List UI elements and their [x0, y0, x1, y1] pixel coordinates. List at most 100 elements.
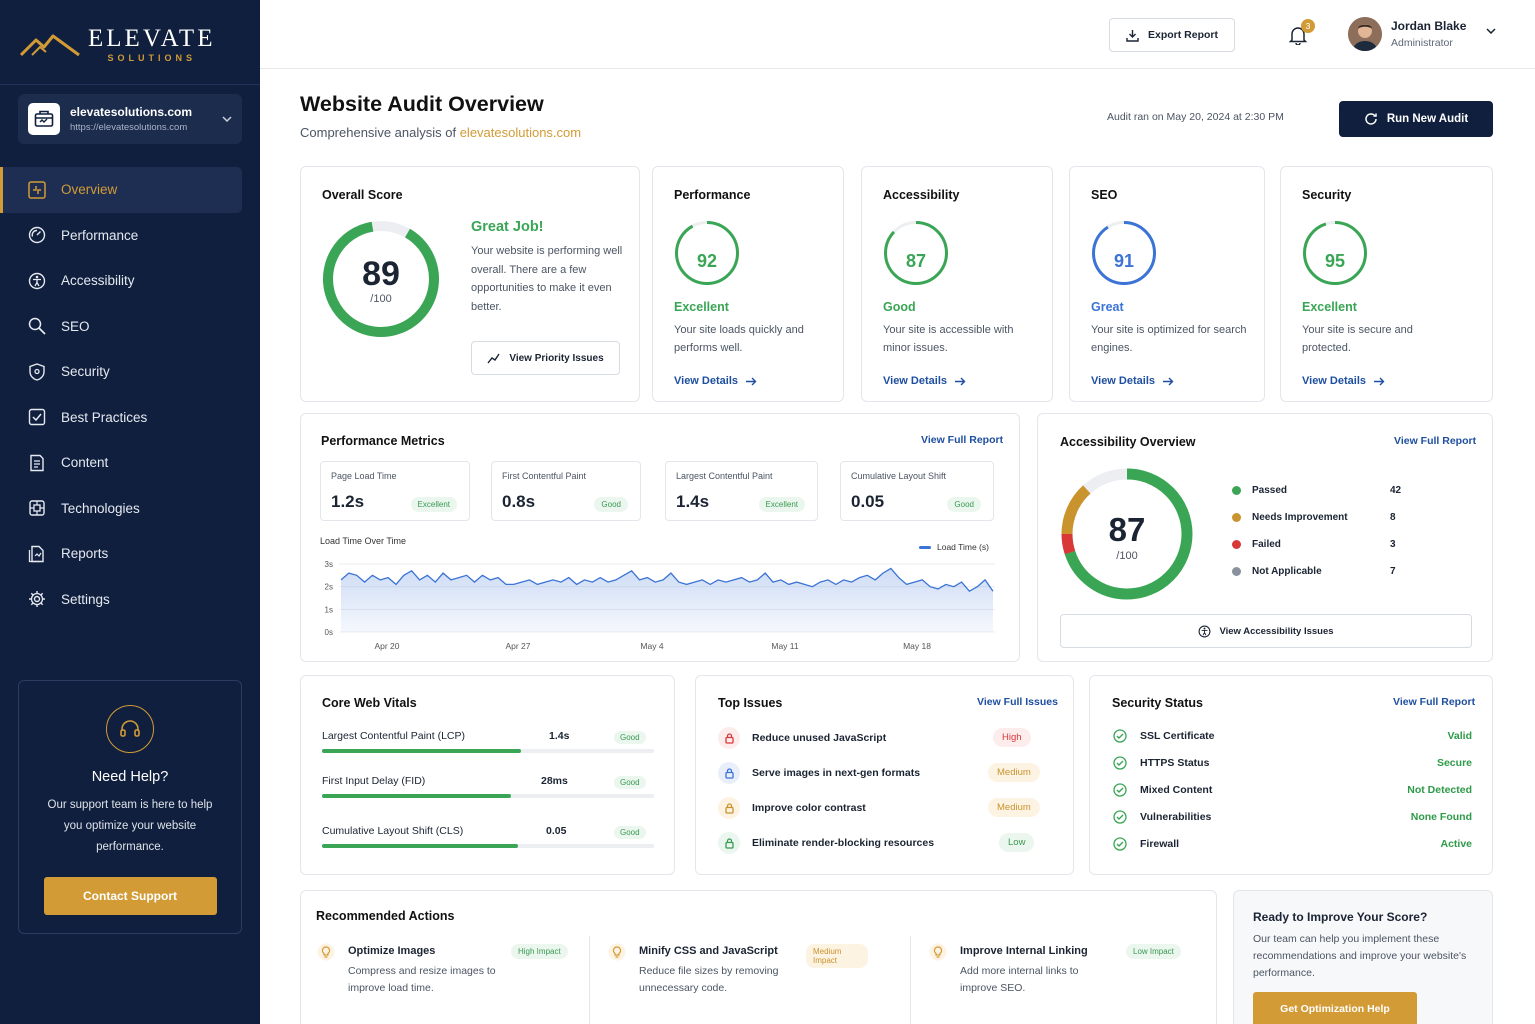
vital-name: Cumulative Layout Shift (CLS) — [322, 825, 464, 837]
metric-badge: Excellent — [410, 497, 457, 512]
x-tick-label: May 4 — [640, 641, 663, 651]
issue-name[interactable]: Eliminate render-blocking resources — [752, 837, 935, 849]
arrow-right-icon — [746, 377, 757, 385]
lightbulb-icon — [929, 943, 947, 961]
vital-progress-track — [322, 844, 654, 848]
card-title: Core Web Vitals — [322, 696, 417, 710]
check-circle-icon — [1113, 837, 1127, 851]
x-tick-label: May 18 — [903, 641, 931, 651]
vital-progress-track — [322, 749, 654, 753]
accessibility-overview-card: Accessibility Overview View Full Report … — [1037, 413, 1493, 662]
accessibility-score-outof: /100 — [1116, 550, 1138, 562]
score-description: Your site loads quickly and performs wel… — [674, 324, 804, 354]
legend-label: Needs Improvement — [1252, 512, 1348, 523]
card-title: Recommended Actions — [316, 909, 455, 923]
view-full-report-link[interactable]: View Full Report — [1393, 696, 1476, 708]
view-full-report-link[interactable]: View Full Report — [1394, 435, 1477, 447]
bell-icon[interactable] — [1288, 25, 1308, 45]
score-ring — [1092, 221, 1156, 285]
action-description: Reduce file sizes by removing unnecessar… — [639, 965, 779, 994]
card-title: Overall Score — [322, 188, 403, 202]
sidebar-item-settings[interactable]: Settings — [0, 577, 260, 623]
vital-badge: Good — [614, 776, 646, 789]
gear-icon — [29, 591, 45, 608]
ring-progress — [884, 221, 948, 285]
lightbulb-icon — [608, 943, 626, 961]
report-icon — [28, 545, 44, 562]
sidebar-item-overview[interactable]: Overview — [0, 167, 242, 213]
y-tick-label: 0s — [325, 628, 333, 637]
sidebar-item-performance[interactable]: Performance — [0, 213, 260, 259]
core-web-vitals-card: Core Web Vitals Largest Contentful Paint… — [300, 675, 675, 875]
site-selector[interactable]: elevatesolutions.com https://elevatesolu… — [18, 94, 242, 144]
performance-metrics-card: Performance Metrics View Full Report Pag… — [300, 413, 1020, 662]
view-full-issues-link[interactable]: View Full Issues — [977, 696, 1058, 708]
legend-value: 3 — [1390, 539, 1396, 550]
sidebar-item-security[interactable]: Security — [0, 349, 260, 395]
divider — [589, 936, 590, 1024]
metric-value: 1.4s — [676, 492, 710, 511]
sidebar-item-technologies[interactable]: Technologies — [0, 486, 260, 532]
score-value: 92 — [696, 251, 718, 271]
accessibility-legend-row: Needs Improvement — [1232, 512, 1348, 523]
card-text: Our team can help you implement these re… — [1253, 933, 1467, 979]
card-title: SEO — [1091, 188, 1118, 202]
view-accessibility-issues-button[interactable]: View Accessibility Issues — [1060, 614, 1472, 648]
sidebar-item-seo[interactable]: SEO — [0, 304, 260, 350]
contact-support-button[interactable]: Contact Support — [43, 877, 217, 915]
view-priority-issues-button[interactable]: View Priority Issues — [471, 341, 620, 375]
score-description: Your site is accessible with minor issue… — [883, 324, 1014, 354]
view-details-link[interactable]: View Details — [1091, 375, 1174, 387]
view-details-label: View Details — [1302, 375, 1366, 387]
view-accessibility-issues-label: View Accessibility Issues — [1219, 625, 1334, 637]
sidebar-item-label: Accessibility — [61, 273, 135, 289]
seo-score-card: SEO 91 Great Your site is optimized for sea… — [1069, 166, 1265, 402]
sidebar-item-content[interactable]: Content — [0, 440, 260, 486]
issue-name[interactable]: Reduce unused JavaScript — [752, 732, 887, 744]
site-link[interactable]: elevatesolutions.com — [459, 125, 582, 140]
avatar[interactable] — [1348, 17, 1382, 51]
sidebar-item-label: Content — [61, 455, 109, 471]
action-title: Minify CSS and JavaScript — [639, 945, 778, 957]
vital-progress-fill — [322, 749, 522, 753]
get-optimization-help-button[interactable]: Get Optimization Help — [1253, 992, 1417, 1024]
action-description: Add more internal links to improve SEO. — [960, 965, 1079, 994]
impact-badge: Medium Impact — [806, 944, 868, 968]
brand-logo[interactable]: ELEVATE SOLUTIONS — [20, 26, 215, 63]
issue-name[interactable]: Improve color contrast — [752, 802, 866, 814]
view-details-link[interactable]: View Details — [883, 375, 966, 387]
security-item-name: Vulnerabilities — [1140, 811, 1212, 823]
score-description: Your site is secure and protected. — [1302, 324, 1413, 354]
topbar: Export Report 3 Jordan Blake Administrat… — [260, 0, 1535, 69]
view-details-label: View Details — [1091, 375, 1155, 387]
sidebar-item-accessibility[interactable]: Accessibility — [0, 258, 260, 304]
export-report-button[interactable]: Export Report — [1109, 18, 1235, 52]
view-details-link[interactable]: View Details — [674, 375, 757, 387]
security-item-value: Active — [1440, 838, 1472, 850]
arrow-right-icon — [1163, 377, 1174, 385]
chart-title: Load Time Over Time — [320, 536, 407, 546]
download-icon — [1126, 29, 1139, 42]
metric-value: 0.05 — [851, 492, 885, 511]
sidebar-item-reports[interactable]: Reports — [0, 531, 260, 577]
legend-label: Not Applicable — [1252, 566, 1322, 577]
sidebar-item-label: Performance — [61, 227, 139, 243]
vital-value: 28ms — [541, 775, 568, 787]
metric-label: Page Load Time — [331, 471, 397, 481]
user-name: Jordan Blake — [1391, 19, 1467, 33]
x-tick-label: May 11 — [771, 641, 799, 651]
chevron-down-icon[interactable] — [1486, 28, 1496, 34]
load-time-chart: 0s 1s 2s 3s Apr 20 Apr 27 May 4 May 11 May 18 — [325, 560, 995, 651]
issue-name[interactable]: Serve images in next-gen formats — [752, 767, 921, 779]
vital-value: 1.4s — [549, 730, 570, 742]
overall-score-outof: /100 — [370, 293, 392, 305]
ring-progress — [1092, 221, 1156, 285]
view-full-report-link[interactable]: View Full Report — [921, 434, 1004, 446]
view-details-link[interactable]: View Details — [1302, 375, 1385, 387]
run-new-audit-button[interactable]: Run New Audit — [1339, 101, 1493, 137]
metric-lcp: Largest Contentful Paint 1.4s Excellent — [665, 461, 818, 521]
security-item-value: Valid — [1447, 730, 1472, 742]
subtitle-prefix: Comprehensive analysis of — [300, 125, 457, 140]
check-circle-icon — [1113, 783, 1127, 797]
sidebar-item-best-practices[interactable]: Best Practices — [0, 395, 260, 441]
